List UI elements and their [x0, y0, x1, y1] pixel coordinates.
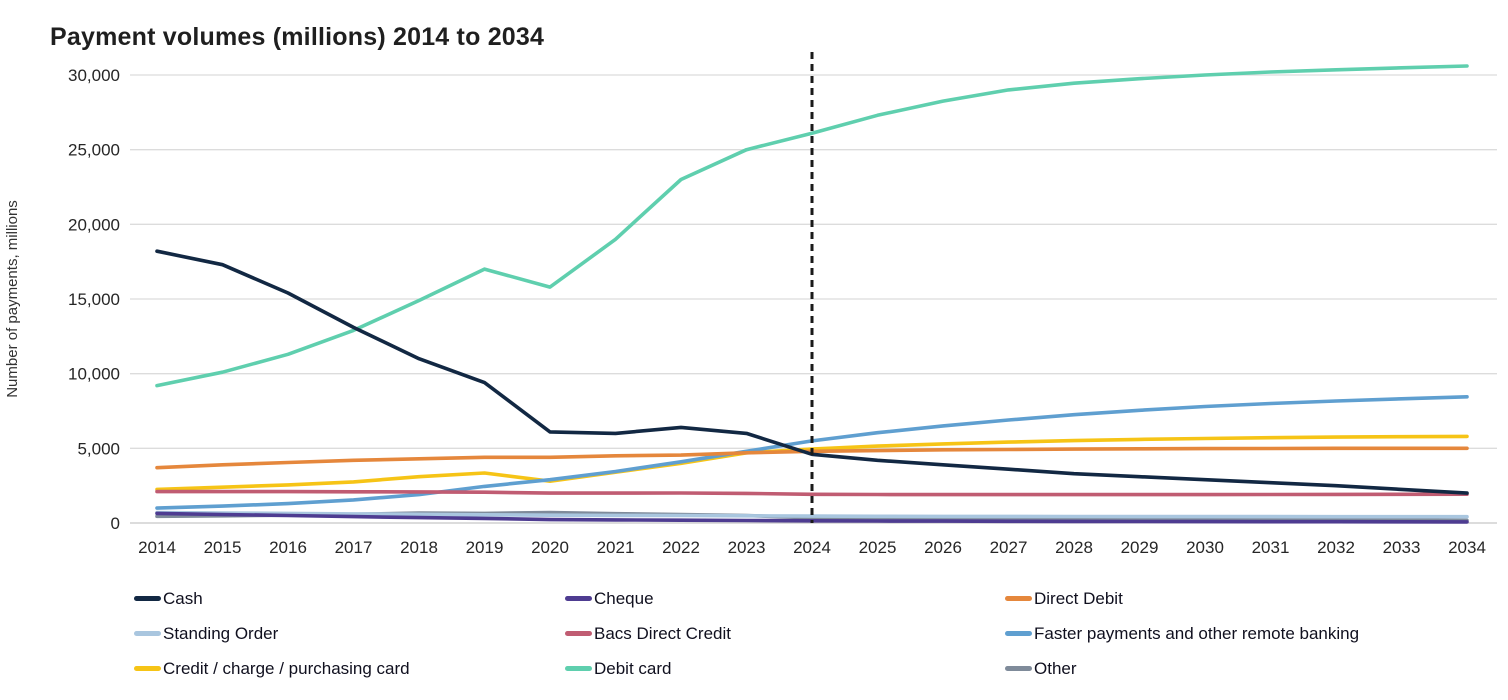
y-axis-title: Number of payments, millions: [4, 200, 21, 398]
legend-item-faster-payments-and-other-remote-banking: Faster payments and other remote banking: [1005, 623, 1488, 644]
y-tick-label: 20,000: [68, 215, 120, 234]
y-tick-label: 10,000: [68, 365, 120, 384]
legend-item-other: Other: [1005, 658, 1488, 679]
x-tick-label: 2017: [335, 538, 373, 557]
y-axis-tick-labels: 0 5,000 10,000 15,000 20,000 25,000 30,000: [68, 66, 120, 533]
legend-label-debit-card: Debit card: [594, 658, 672, 678]
legend-swatch-cheque: [565, 596, 592, 601]
x-tick-label: 2031: [1252, 538, 1290, 557]
legend-item-direct-debit: Direct Debit: [1005, 588, 1488, 609]
x-tick-label: 2021: [597, 538, 635, 557]
x-tick-label: 2023: [728, 538, 766, 557]
legend-item-standing-order: Standing Order: [134, 623, 565, 644]
legend-swatch-standing-order: [134, 631, 161, 636]
x-tick-label: 2020: [531, 538, 569, 557]
legend-item-cash: Cash: [134, 588, 565, 609]
x-tick-label: 2014: [138, 538, 176, 557]
x-tick-label: 2027: [990, 538, 1028, 557]
legend-label-other: Other: [1034, 658, 1077, 678]
y-tick-label: 0: [111, 514, 120, 533]
x-tick-label: 2025: [859, 538, 897, 557]
series-line-cash: [155, 249, 1469, 495]
y-tick-label: 5,000: [77, 439, 120, 458]
x-tick-label: 2022: [662, 538, 700, 557]
legend-swatch-cash: [134, 596, 161, 601]
y-tick-label: 30,000: [68, 66, 120, 85]
legend-label-standing-order: Standing Order: [163, 623, 279, 643]
legend-swatch-faster-payments-and-other-remote-banking: [1005, 631, 1032, 636]
x-tick-label: 2026: [924, 538, 962, 557]
x-tick-label: 2029: [1121, 538, 1159, 557]
legend-label-cheque: Cheque: [594, 588, 654, 608]
x-tick-label: 2033: [1383, 538, 1421, 557]
legend: Cash Cheque Direct Debit Standing Order Bacs…: [134, 588, 1488, 679]
legend-item-bacs-direct-credit: Bacs Direct Credit: [565, 623, 1005, 644]
legend-swatch-bacs-direct-credit: [565, 631, 592, 636]
legend-item-credit-charge-purchasing-card: Credit / charge / purchasing card: [134, 658, 565, 679]
legend-swatch-other: [1005, 666, 1032, 671]
x-tick-label: 2024: [793, 538, 831, 557]
legend-swatch-direct-debit: [1005, 596, 1032, 601]
series-line-standing-order: [155, 510, 1469, 519]
x-tick-label: 2028: [1055, 538, 1093, 557]
x-tick-label: 2034: [1448, 538, 1486, 557]
series-line-debit-card: [155, 64, 1469, 388]
legend-label-cash: Cash: [163, 588, 203, 608]
legend-label-bacs-direct-credit: Bacs Direct Credit: [594, 623, 731, 643]
legend-label-direct-debit: Direct Debit: [1034, 588, 1123, 608]
legend-label-credit-charge-purchasing-card: Credit / charge / purchasing card: [163, 658, 410, 678]
chart-title: Payment volumes (millions) 2014 to 2034: [50, 22, 545, 51]
y-tick-label: 25,000: [68, 141, 120, 160]
legend-item-debit-card: Debit card: [565, 658, 1005, 679]
line-chart: Number of payments, millions 0 5,000 10,00…: [4, 52, 1497, 557]
series-line-bacs-direct-credit: [155, 489, 1469, 497]
legend-swatch-credit-charge-purchasing-card: [134, 666, 161, 671]
x-tick-label: 2018: [400, 538, 438, 557]
x-tick-label: 2019: [466, 538, 504, 557]
y-tick-label: 15,000: [68, 290, 120, 309]
x-tick-label: 2030: [1186, 538, 1224, 557]
legend-swatch-debit-card: [565, 666, 592, 671]
x-tick-label: 2015: [204, 538, 242, 557]
x-tick-label: 2016: [269, 538, 307, 557]
x-axis-tick-labels: 2014 2015 2016 2017 2018 2019 2020 2021 2022 2023…: [138, 538, 1486, 557]
legend-label-faster-payments-and-other-remote-banking: Faster payments and other remote banking: [1034, 623, 1360, 643]
x-tick-label: 2032: [1317, 538, 1355, 557]
legend-item-cheque: Cheque: [565, 588, 1005, 609]
